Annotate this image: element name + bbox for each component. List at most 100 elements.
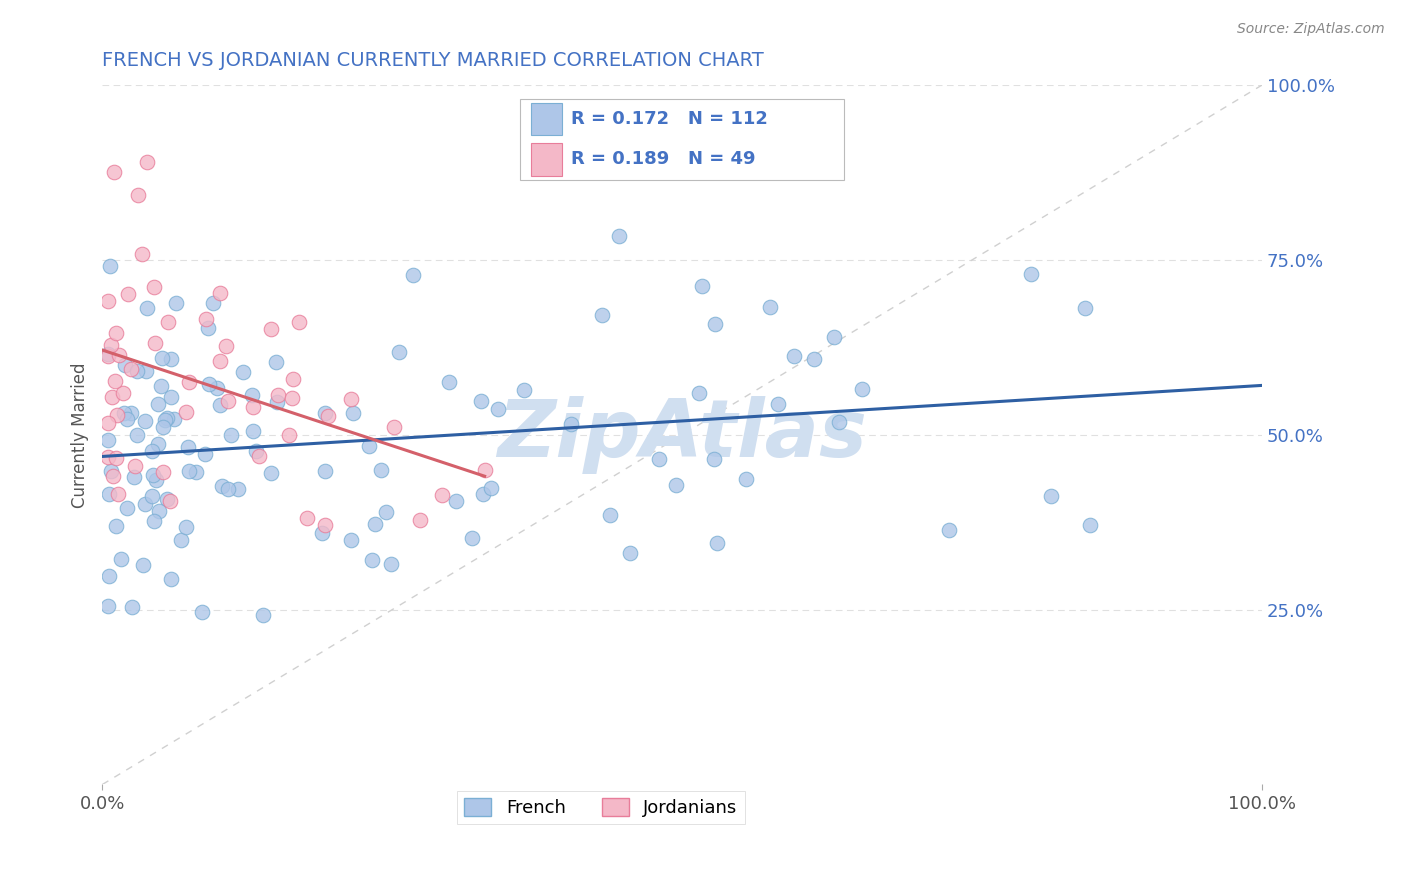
Point <box>197 320 219 334</box>
Point <box>432 488 454 502</box>
Legend: French, Jordanians: French, Jordanians <box>457 790 745 824</box>
Point <box>117 412 139 426</box>
Point <box>232 365 254 379</box>
Point <box>148 397 170 411</box>
Point <box>1078 518 1101 533</box>
Point <box>134 497 156 511</box>
Point <box>607 228 630 243</box>
Text: R = 0.172   N = 112: R = 0.172 N = 112 <box>571 111 768 128</box>
Point <box>156 410 179 425</box>
Point <box>100 338 122 352</box>
Point <box>134 414 156 428</box>
Point <box>219 427 242 442</box>
Point <box>103 165 125 179</box>
Point <box>160 390 183 404</box>
Point <box>226 482 249 496</box>
Point <box>97 486 120 500</box>
Point <box>97 450 120 464</box>
Point <box>260 322 283 336</box>
Point <box>160 572 183 586</box>
Point <box>174 405 197 419</box>
Point <box>159 493 181 508</box>
Point <box>97 349 120 363</box>
Point <box>486 401 509 416</box>
Point <box>136 154 159 169</box>
Point <box>375 505 398 519</box>
Point <box>114 359 136 373</box>
Point <box>851 382 873 396</box>
Text: R = 0.189   N = 49: R = 0.189 N = 49 <box>571 151 755 169</box>
Point <box>160 351 183 366</box>
Point <box>242 424 264 438</box>
Point <box>267 388 290 402</box>
Point <box>191 605 214 619</box>
Point <box>706 535 728 549</box>
Point <box>141 443 163 458</box>
Point <box>247 449 270 463</box>
Point <box>115 501 138 516</box>
Point <box>208 354 231 368</box>
Point <box>479 481 502 495</box>
Point <box>703 317 725 331</box>
Point <box>364 517 387 532</box>
Point <box>252 608 274 623</box>
Point <box>170 533 193 547</box>
Point <box>1073 301 1095 315</box>
Point <box>112 385 135 400</box>
Point <box>260 466 283 480</box>
Point <box>689 385 711 400</box>
Point <box>339 533 361 547</box>
Point <box>131 247 153 261</box>
Point <box>342 406 364 420</box>
Point <box>100 464 122 478</box>
Point <box>474 463 496 477</box>
Point <box>388 345 411 359</box>
Point <box>112 406 135 420</box>
Point <box>97 294 120 309</box>
Y-axis label: Currently Married: Currently Married <box>72 362 89 508</box>
Point <box>101 390 124 404</box>
Point <box>402 268 425 283</box>
Point <box>97 599 120 613</box>
Point <box>766 396 789 410</box>
Point <box>201 296 224 310</box>
Point <box>121 600 143 615</box>
Point <box>198 376 221 391</box>
Point <box>828 415 851 429</box>
Point <box>758 300 780 314</box>
Point <box>648 452 671 467</box>
Point <box>1040 489 1063 503</box>
Point <box>217 482 239 496</box>
Point <box>165 296 187 310</box>
Point <box>370 463 392 477</box>
Point <box>132 558 155 572</box>
Point <box>281 372 304 386</box>
Point <box>149 378 172 392</box>
Point <box>122 470 145 484</box>
Point <box>513 384 536 398</box>
Point <box>177 464 200 478</box>
Point <box>240 388 263 402</box>
Point <box>205 381 228 395</box>
Point <box>314 464 336 478</box>
Point <box>135 301 157 315</box>
Text: Source: ZipAtlas.com: Source: ZipAtlas.com <box>1237 22 1385 37</box>
Point <box>245 444 267 458</box>
Point <box>104 375 127 389</box>
Point <box>314 406 336 420</box>
Point <box>125 364 148 378</box>
Point <box>619 546 641 560</box>
Point <box>382 420 405 434</box>
Point <box>208 286 231 301</box>
Point <box>107 487 129 501</box>
Point <box>560 417 582 432</box>
Point <box>803 352 825 367</box>
Point <box>665 478 688 492</box>
Point <box>120 362 142 376</box>
Point <box>174 520 197 534</box>
Point <box>98 259 121 273</box>
Point <box>295 510 318 524</box>
Point <box>105 408 128 422</box>
Point <box>591 308 613 322</box>
Point <box>152 420 174 434</box>
